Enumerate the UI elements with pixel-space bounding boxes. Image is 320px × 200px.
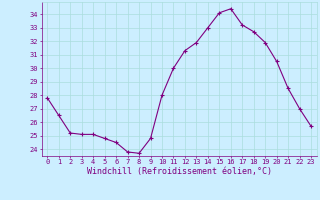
- X-axis label: Windchill (Refroidissement éolien,°C): Windchill (Refroidissement éolien,°C): [87, 167, 272, 176]
